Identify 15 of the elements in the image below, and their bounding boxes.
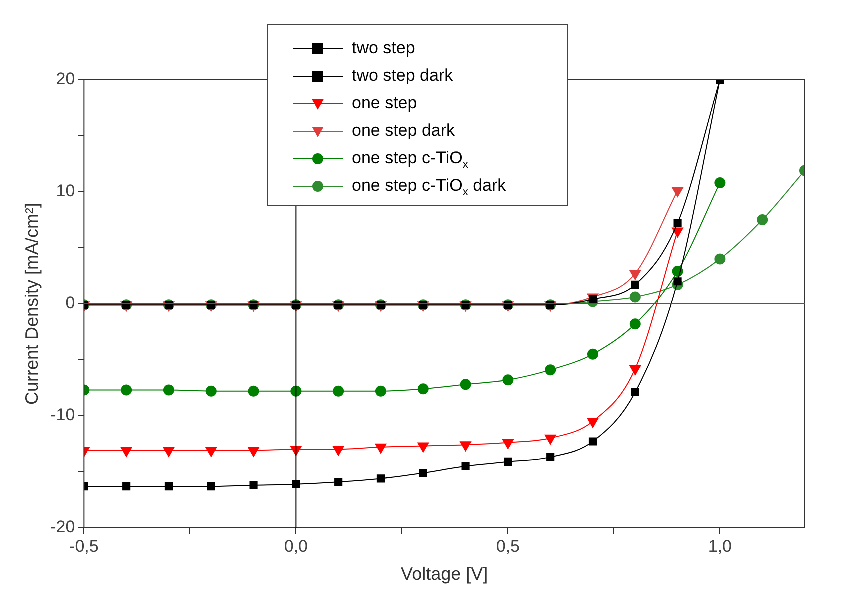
- y-tick-label: -10: [50, 406, 76, 425]
- x-tick-label: 1,0: [708, 536, 732, 556]
- x-tick-label: 0,0: [284, 536, 308, 556]
- y-tick-label: 0: [66, 294, 76, 313]
- legend-label: two step: [352, 38, 416, 58]
- x-axis-title: Voltage [V]: [401, 564, 488, 584]
- y-axis-title: Current Density [mA/cm²]: [22, 202, 42, 406]
- legend-label: one step dark: [352, 121, 456, 140]
- legend-label: one step: [352, 94, 418, 113]
- legend-label: two step dark: [352, 66, 454, 86]
- x-tick-label: 0,5: [496, 536, 520, 556]
- y-tick-label: 20: [56, 70, 76, 89]
- y-tick-label: 10: [56, 182, 76, 201]
- x-tick-label: -0,5: [70, 536, 99, 556]
- y-tick-label: -20: [50, 518, 76, 537]
